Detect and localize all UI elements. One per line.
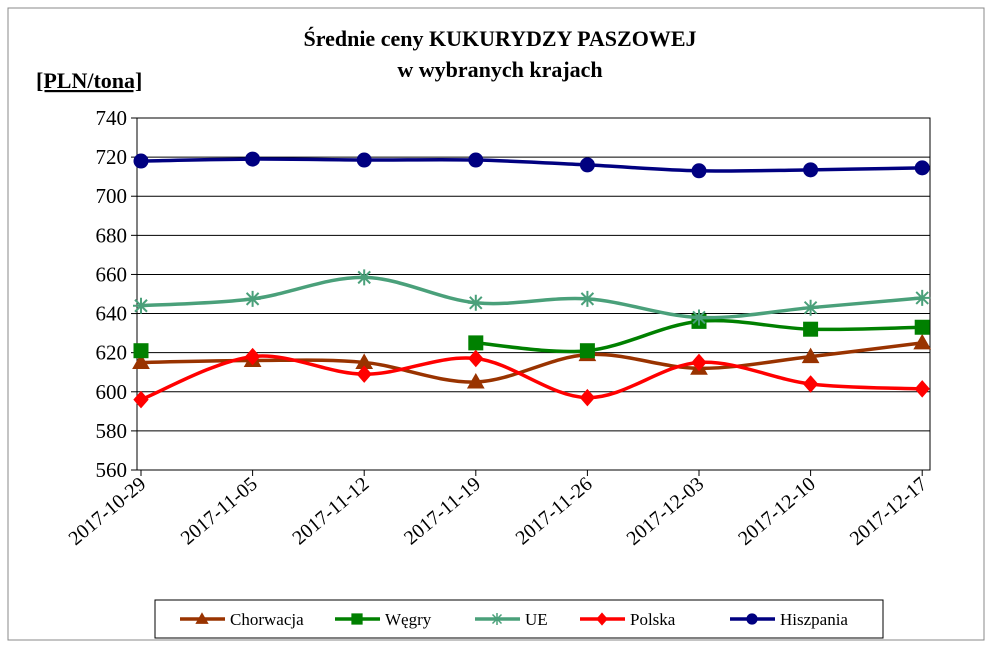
data-point: [914, 289, 931, 306]
data-point: [914, 160, 930, 176]
data-point: [245, 151, 261, 167]
data-point: [244, 290, 261, 307]
data-point: [133, 153, 149, 169]
data-point: [468, 335, 484, 351]
chart-title: Średnie ceny KUKURYDZY PASZOWEJ: [303, 26, 696, 51]
data-point: [803, 162, 819, 178]
y-tick-label: 720: [96, 145, 128, 169]
legend-label: Hiszpania: [780, 610, 848, 629]
series-line: [140, 341, 923, 384]
data-point: [468, 152, 484, 168]
data-point: [356, 365, 372, 383]
legend-marker: [596, 612, 608, 626]
chart-subtitle: w wybranych krajach: [397, 57, 602, 82]
data-point: [133, 390, 149, 409]
data-point: [133, 343, 149, 359]
data-point: [132, 353, 150, 369]
y-tick-label: 700: [96, 184, 128, 208]
data-point: [356, 269, 373, 286]
y-tick-label: 680: [96, 223, 128, 247]
legend-marker: [491, 613, 503, 625]
y-tick-label: 640: [96, 302, 128, 326]
data-point: [244, 347, 261, 366]
data-point: [803, 321, 819, 337]
y-tick-label: 740: [96, 106, 128, 130]
data-point: [468, 349, 484, 368]
y-tick-label: 660: [96, 262, 128, 286]
series-line: [140, 157, 923, 173]
legend-label: Chorwacja: [230, 610, 304, 629]
series-line: [140, 275, 923, 320]
y-tick-label: 600: [96, 380, 128, 404]
data-point: [801, 347, 820, 364]
legend-label: Węgry: [385, 610, 432, 629]
data-point: [914, 380, 930, 398]
data-point: [133, 297, 149, 314]
data-point: [579, 290, 596, 307]
legend-marker: [195, 612, 209, 624]
data-point: [579, 157, 595, 173]
y-tick-label: 580: [96, 419, 128, 443]
data-point: [914, 319, 930, 335]
legend-label: UE: [525, 610, 548, 629]
data-point: [691, 163, 707, 179]
legend-marker: [351, 613, 363, 625]
data-point: [802, 299, 819, 316]
y-tick-label: 620: [96, 341, 128, 365]
data-point: [466, 372, 485, 389]
legend-marker: [746, 613, 758, 625]
y-tick-label: 560: [96, 458, 128, 482]
legend-label: Polska: [630, 610, 676, 629]
data-point: [691, 353, 707, 372]
data-point: [467, 294, 484, 311]
y-axis-label: [PLN/tona]: [36, 68, 142, 93]
data-point: [356, 152, 372, 168]
data-point: [691, 309, 707, 326]
data-point: [802, 375, 819, 393]
data-point: [579, 388, 596, 407]
data-point: [913, 333, 932, 350]
data-point: [579, 343, 595, 359]
